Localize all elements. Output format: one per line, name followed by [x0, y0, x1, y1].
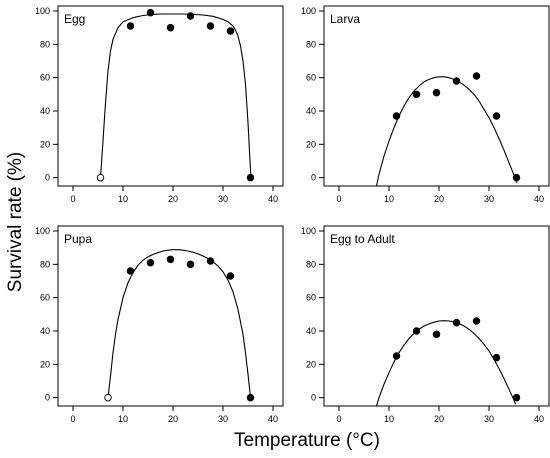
- y-tick-label: 100: [35, 6, 50, 16]
- y-tick-label: 60: [306, 293, 316, 303]
- fit-curve: [99, 13, 252, 178]
- y-tick-label: 60: [40, 293, 50, 303]
- y-tick-label: 20: [306, 359, 316, 369]
- data-point: [512, 173, 521, 182]
- y-tick-label: 40: [306, 106, 316, 116]
- panel-label: Pupa: [64, 232, 92, 246]
- x-tick-label: 30: [218, 194, 228, 204]
- y-tick-label: 100: [35, 226, 50, 236]
- data-point: [452, 318, 461, 327]
- data-point: [146, 258, 155, 267]
- panel-larva: Larva 0 10 20 30 40 0 20 40 60 80 100: [301, 5, 550, 204]
- data-point: [186, 260, 195, 269]
- plot-frame: [323, 5, 550, 187]
- x-tick-label: 10: [118, 194, 128, 204]
- fit-curve: [107, 249, 252, 402]
- y-tick-label: 80: [306, 39, 316, 49]
- x-tick-label: 0: [70, 414, 75, 424]
- y-tick-label: 20: [306, 139, 316, 149]
- y-tick-label: 40: [40, 106, 50, 116]
- x-tick-label: 10: [384, 194, 394, 204]
- data-point: [452, 77, 461, 85]
- panel-label: Egg to Adult: [330, 232, 395, 246]
- panel-label: Egg: [64, 12, 85, 26]
- panel-label: Larva: [330, 12, 360, 26]
- y-tick-label: 40: [306, 326, 316, 336]
- panel-pupa: Pupa 0 10 20 30 40 0 20 40 60 80 100: [35, 225, 284, 424]
- data-point: [166, 255, 175, 264]
- y-tick-label: 0: [45, 393, 50, 403]
- y-tick-label: 20: [40, 359, 50, 369]
- x-axis-title: Temperature (°C): [234, 430, 380, 451]
- data-point-open: [104, 393, 112, 402]
- x-tick-label: 30: [484, 194, 494, 204]
- y-tick-label: 80: [40, 259, 50, 269]
- x-tick-label: 20: [434, 194, 444, 204]
- data-point: [492, 112, 501, 120]
- data-point: [392, 352, 401, 360]
- x-tick-label: 40: [268, 414, 278, 424]
- x-tick-label: 30: [484, 414, 494, 424]
- data-point: [226, 272, 235, 280]
- data-point-open: [96, 173, 105, 182]
- data-point: [226, 27, 235, 35]
- y-tick-label: 60: [40, 73, 50, 83]
- data-point: [126, 267, 135, 275]
- x-tick-label: 40: [268, 194, 278, 204]
- data-point: [432, 88, 441, 97]
- data-point: [412, 327, 421, 335]
- plot-frame: [57, 5, 284, 187]
- data-point: [512, 393, 521, 402]
- data-point: [146, 8, 155, 17]
- x-tick-label: 0: [336, 194, 341, 204]
- y-tick-label: 80: [306, 259, 316, 269]
- data-point: [412, 90, 421, 99]
- data-point: [206, 22, 215, 30]
- y-tick-label: 0: [311, 393, 316, 403]
- data-point: [472, 72, 481, 80]
- y-tick-label: 100: [301, 226, 316, 236]
- data-point: [472, 317, 481, 325]
- y-tick-label: 20: [40, 139, 50, 149]
- plot-frame: [57, 225, 284, 407]
- data-point: [126, 22, 135, 30]
- x-tick-label: 0: [70, 194, 75, 204]
- x-tick-label: 40: [534, 414, 544, 424]
- y-tick-label: 0: [45, 173, 50, 183]
- x-tick-label: 20: [434, 414, 444, 424]
- y-axis-title: Survival rate (%): [5, 152, 26, 292]
- data-point: [432, 330, 441, 339]
- x-tick-label: 20: [168, 414, 178, 424]
- data-point: [206, 257, 215, 265]
- data-point: [246, 393, 255, 402]
- fit-curve: [375, 76, 518, 186]
- fit-curve: [375, 320, 517, 406]
- x-tick-label: 20: [168, 194, 178, 204]
- data-point: [392, 112, 401, 120]
- data-point: [166, 23, 175, 32]
- x-tick-label: 10: [384, 414, 394, 424]
- data-point: [246, 173, 255, 182]
- x-tick-label: 40: [534, 194, 544, 204]
- plot-frame: [323, 225, 550, 407]
- y-tick-label: 80: [40, 39, 50, 49]
- y-tick-label: 60: [306, 73, 316, 83]
- y-tick-label: 0: [311, 173, 316, 183]
- panel-egg-to-adult: Egg to Adult 0 10 20 30 40 0 20 40 60 80 100: [301, 225, 550, 424]
- x-tick-label: 0: [336, 414, 341, 424]
- panel-egg: Egg 0 10 20 30 40 0 20 40 60 80 100: [35, 5, 284, 204]
- y-tick-label: 40: [40, 326, 50, 336]
- x-tick-label: 30: [218, 414, 228, 424]
- data-point: [186, 12, 195, 20]
- x-tick-label: 10: [118, 414, 128, 424]
- data-point: [492, 353, 501, 362]
- y-tick-label: 100: [301, 6, 316, 16]
